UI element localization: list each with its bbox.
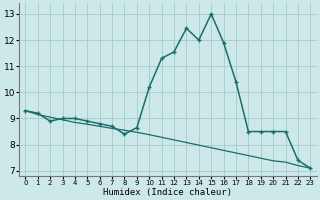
X-axis label: Humidex (Indice chaleur): Humidex (Indice chaleur) bbox=[103, 188, 232, 197]
